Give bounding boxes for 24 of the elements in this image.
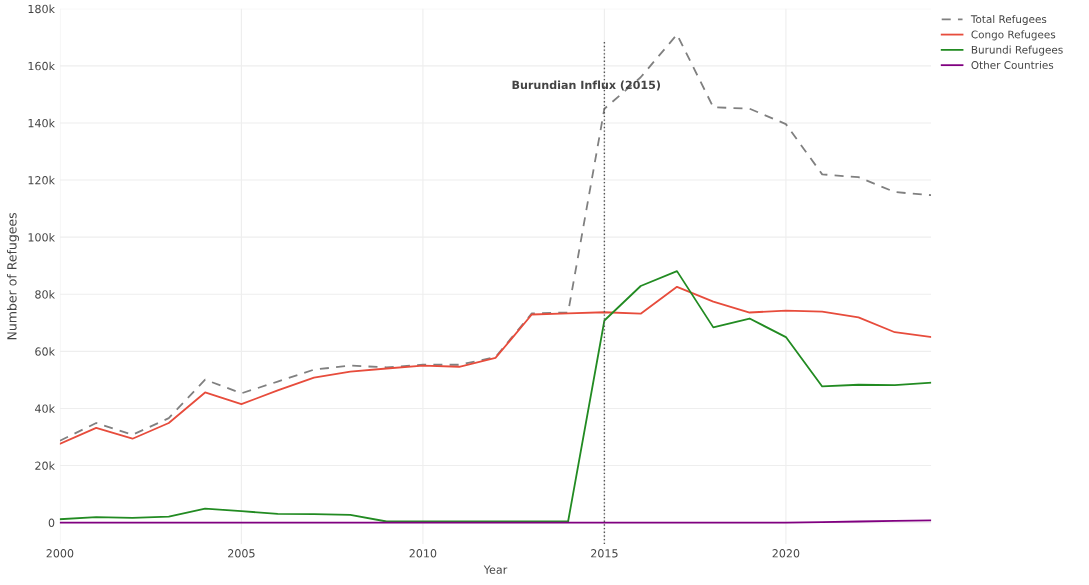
line-series: [59, 270, 932, 523]
y-tick-label: 0: [48, 518, 55, 528]
legend-label: Other Countries: [971, 60, 1054, 69]
y-tick-label: 180k: [28, 4, 55, 14]
legend-label: Congo Refugees: [971, 30, 1056, 41]
x-tick-label: 2015: [591, 549, 618, 558]
x-tick-label: 2010: [409, 549, 437, 558]
y-tick-label: 20k: [35, 461, 55, 470]
legend-label: Burundi Refugees: [971, 45, 1063, 56]
y-tick-label: 60k: [35, 347, 55, 356]
y-tick-label: 140k: [28, 118, 55, 128]
y-tick-label: 80k: [35, 290, 55, 299]
x-tick-label: 2005: [228, 549, 255, 558]
x-axis-title: Year: [483, 565, 508, 574]
x-tick-label: 2000: [46, 549, 74, 558]
line-series: [59, 285, 932, 445]
ref-line-label: Burundian Influx (2015): [512, 80, 661, 91]
legend-label: Total Refugees: [970, 15, 1047, 26]
x-tick-label: 2020: [772, 549, 800, 558]
y-tick-label: 120k: [28, 175, 55, 185]
y-tick-label: 160k: [28, 61, 55, 71]
y-tick-label: 100k: [28, 232, 55, 242]
y-tick-label: 40k: [35, 404, 55, 413]
y-axis-title: Number of Refugees: [6, 212, 20, 340]
